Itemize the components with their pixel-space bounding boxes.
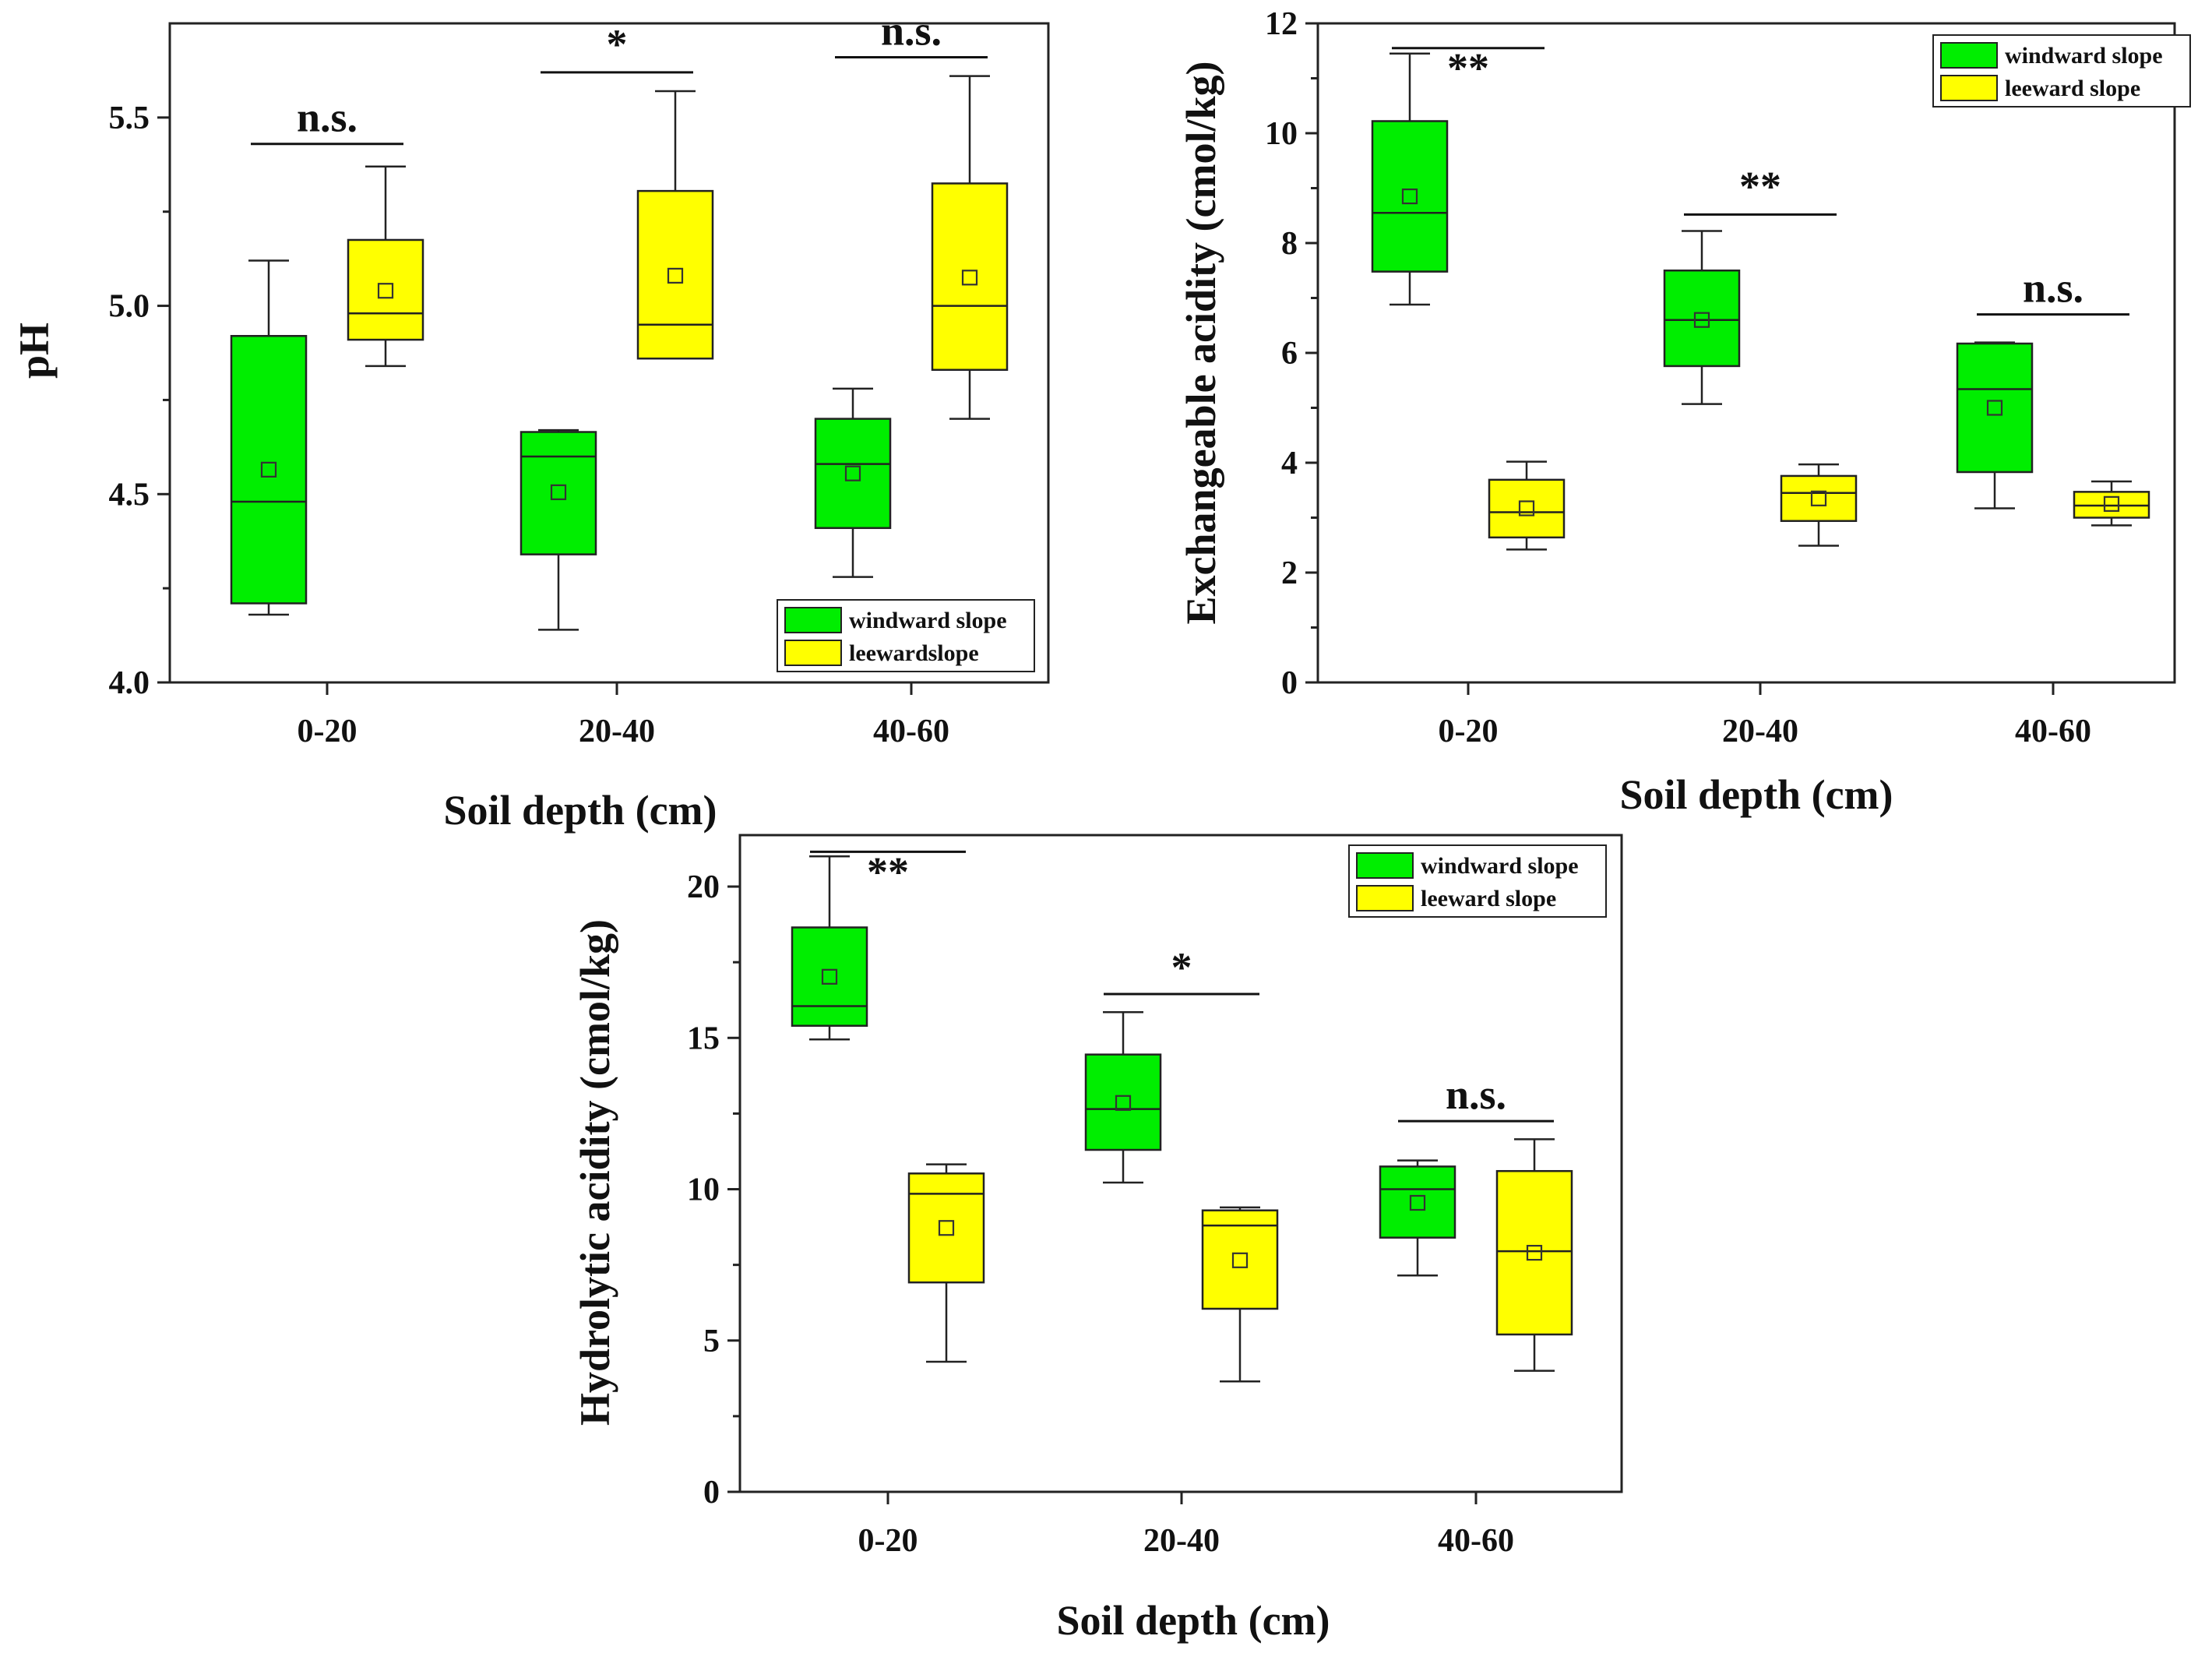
ha-x-tick-label: 20-40 [1143, 1523, 1220, 1559]
ph-x-tick-label: 0-20 [298, 714, 358, 749]
ea-significance-label: n.s. [2023, 265, 2083, 312]
ph-chart-panel: pH Soil depth (cm) 4.0 4.5 5.0 5.5 0-20 20-40… [11, 8, 1050, 834]
ea-x-tick-label: 20-40 [1722, 714, 1798, 749]
ha-mean-marker [938, 1220, 955, 1236]
ha-y-tick-label: 0 [703, 1475, 720, 1511]
ea-box-leeward-1 [1780, 474, 1858, 522]
ph-y-tick-label: 4.0 [109, 665, 150, 701]
ha-box-leeward-2 [1495, 1169, 1573, 1336]
ea-x-tick-label: 40-60 [2015, 714, 2091, 749]
ha-box-windward-1 [1084, 1053, 1162, 1151]
ea-mean-marker [1986, 400, 2003, 416]
ph-x-axis-title: Soil depth (cm) [444, 787, 717, 834]
ph-mean-marker [377, 283, 394, 299]
ha-y-tick-label: 15 [687, 1021, 720, 1056]
ea-legend-label: windward slope [2005, 43, 2163, 69]
ha-box-leeward-0 [907, 1172, 985, 1284]
ha-y-tick-label: 10 [687, 1172, 720, 1208]
ea-y-tick-label: 2 [1281, 555, 1298, 591]
exchangeable-acidity-chart-panel: Exchangeable acidity (cmol/kg) Soil dept… [1178, 6, 2191, 818]
ea-y-tick-label: 0 [1281, 665, 1298, 701]
ph-mean-marker [667, 267, 684, 284]
ha-plot-frame [738, 834, 1623, 1493]
ph-box-windward-0 [230, 334, 308, 605]
ha-mean-marker [1115, 1095, 1132, 1111]
ha-x-tick-label: 40-60 [1438, 1523, 1514, 1559]
ph-mean-marker [844, 465, 861, 481]
ph-significance-label: n.s. [297, 94, 358, 141]
ea-mean-marker [1810, 490, 1827, 506]
ha-mean-marker [1526, 1245, 1543, 1261]
ph-y-axis-title: pH [11, 323, 58, 379]
ha-box-leeward-1 [1201, 1209, 1279, 1310]
ha-box-windward-2 [1379, 1165, 1456, 1239]
ea-mean-marker [1401, 188, 1418, 205]
ea-y-axis-title: Exchangeable acidity (cmol/kg) [1178, 62, 1224, 625]
ea-legend-label: leeward slope [2005, 76, 2140, 101]
ea-box-leeward-0 [1488, 478, 1566, 539]
ha-y-tick-label: 5 [703, 1324, 720, 1359]
ph-box-leeward-2 [931, 182, 1009, 372]
ph-mean-marker [961, 270, 978, 286]
ea-legend-swatch-leeward [1940, 75, 1998, 101]
ph-legend-label: windward slope [849, 608, 1007, 633]
ha-significance-label: ** [867, 848, 909, 895]
ph-legend-swatch-leeward [784, 640, 842, 666]
ph-legend-label: leewardslope [849, 640, 979, 666]
ha-legend-label: windward slope [1421, 853, 1579, 879]
ea-legend-swatch-windward [1940, 42, 1998, 69]
ph-box-windward-1 [520, 431, 597, 555]
ha-x-axis-title: Soil depth (cm) [1057, 1597, 1330, 1644]
ph-significance-label: n.s. [881, 8, 942, 55]
ha-y-tick-label: 20 [687, 869, 720, 905]
ph-y-tick-label: 5.5 [109, 100, 150, 136]
ph-x-tick-label: 40-60 [873, 714, 949, 749]
ea-mean-marker [1693, 312, 1710, 328]
ea-mean-marker [2103, 495, 2120, 512]
hydrolytic-acidity-chart-panel: Hydrolytic acidity (cmol/kg) Soil depth … [572, 834, 1623, 1644]
ea-mean-marker [1518, 500, 1535, 516]
ph-box-leeward-0 [347, 238, 424, 341]
ph-box-windward-2 [814, 418, 892, 530]
ph-legend-swatch-windward [784, 607, 842, 633]
ha-legend-swatch-leeward [1356, 885, 1414, 911]
ea-box-windward-1 [1663, 270, 1741, 368]
ea-y-tick-label: 6 [1281, 336, 1298, 372]
ha-significance-label: * [1171, 944, 1192, 991]
ea-significance-label: ** [1447, 45, 1489, 92]
ea-y-tick-label: 12 [1265, 6, 1298, 42]
ph-y-tick-label: 5.0 [109, 289, 150, 325]
ea-x-tick-label: 0-20 [1439, 714, 1499, 749]
ph-box-leeward-1 [636, 189, 714, 360]
ea-y-tick-label: 10 [1265, 116, 1298, 152]
ph-mean-marker [550, 484, 567, 500]
ha-mean-marker [821, 968, 838, 985]
ea-y-tick-label: 4 [1281, 446, 1298, 481]
ea-box-windward-0 [1371, 120, 1449, 273]
ea-box-windward-2 [1956, 342, 2034, 474]
ea-x-axis-title: Soil depth (cm) [1620, 771, 1893, 818]
ph-plot-frame [168, 22, 1050, 684]
ha-box-windward-0 [791, 926, 868, 1027]
ha-legend-swatch-windward [1356, 852, 1414, 879]
ha-mean-marker [1409, 1194, 1426, 1211]
ph-x-tick-label: 20-40 [579, 714, 655, 749]
ph-y-tick-label: 4.5 [109, 477, 150, 513]
ha-significance-label: n.s. [1446, 1071, 1506, 1118]
ph-mean-marker [260, 461, 277, 478]
ha-x-tick-label: 0-20 [858, 1523, 918, 1559]
ha-legend-label: leeward slope [1421, 886, 1556, 911]
ph-significance-label: * [607, 21, 628, 68]
ea-significance-label: ** [1739, 163, 1781, 210]
ea-y-tick-label: 8 [1281, 226, 1298, 262]
ha-y-axis-title: Hydrolytic acidity (cmol/kg) [572, 919, 618, 1426]
ha-mean-marker [1231, 1252, 1249, 1268]
